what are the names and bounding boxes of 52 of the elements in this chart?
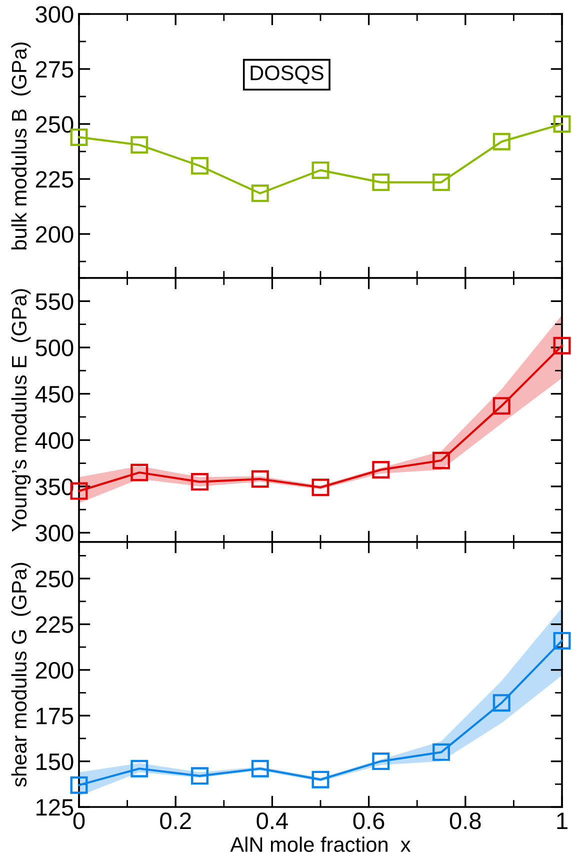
point [130,464,148,482]
point [492,694,510,712]
y-axis-title: bulk modulus B (GPa) [11,42,31,250]
point [312,478,330,496]
point [492,397,510,415]
x-tick-label: 0.8 [450,812,481,830]
point [372,174,390,192]
y-tick-label: 200 [36,662,74,679]
point [432,452,450,470]
y-tick-label: 400 [35,432,74,449]
point [251,760,269,778]
y-tick-label: 300 [36,6,74,23]
y-tick-label: 500 [36,340,74,356]
point [432,174,450,192]
x-tick-label: 1 [557,812,568,829]
y-tick-label: 175 [36,708,74,724]
point [312,161,330,179]
y-axis-title: Young’s modulus E (GPa) [11,289,31,532]
point [191,473,208,491]
x-axis-title: AlN mole fraction x [230,836,411,852]
x-tick-label: 0.4 [256,812,288,830]
point [70,776,88,794]
y-tick-label: 225 [36,616,74,634]
point [130,760,148,778]
y-tick-label: 250 [36,570,74,588]
y-tick-label: 300 [36,524,74,542]
y-tick-label: 150 [36,753,74,770]
point [251,184,269,202]
point [372,752,390,770]
point [553,115,571,133]
y-tick-label: 550 [36,293,74,310]
point [492,132,510,150]
point [251,470,269,488]
y-tick-label: 125 [36,799,74,816]
point [191,767,208,785]
y-tick-label: 250 [36,116,74,133]
y-axis-title: shear modulus G (GPa) [11,562,31,787]
x-tick-label: 0.2 [160,812,191,830]
y-tick-label: 450 [35,386,74,403]
point [553,336,571,354]
y-tick-label: 275 [36,61,74,78]
point [432,743,450,761]
x-tick-label: 0.6 [353,812,384,830]
point [553,632,571,650]
point [312,770,330,788]
point [372,461,390,478]
annotation: DOSQS [250,66,324,84]
point [130,136,148,154]
y-tick-label: 200 [36,226,74,243]
point [191,157,208,175]
x-tick-label: 0 [73,812,85,830]
y-tick-label: 225 [36,171,74,188]
